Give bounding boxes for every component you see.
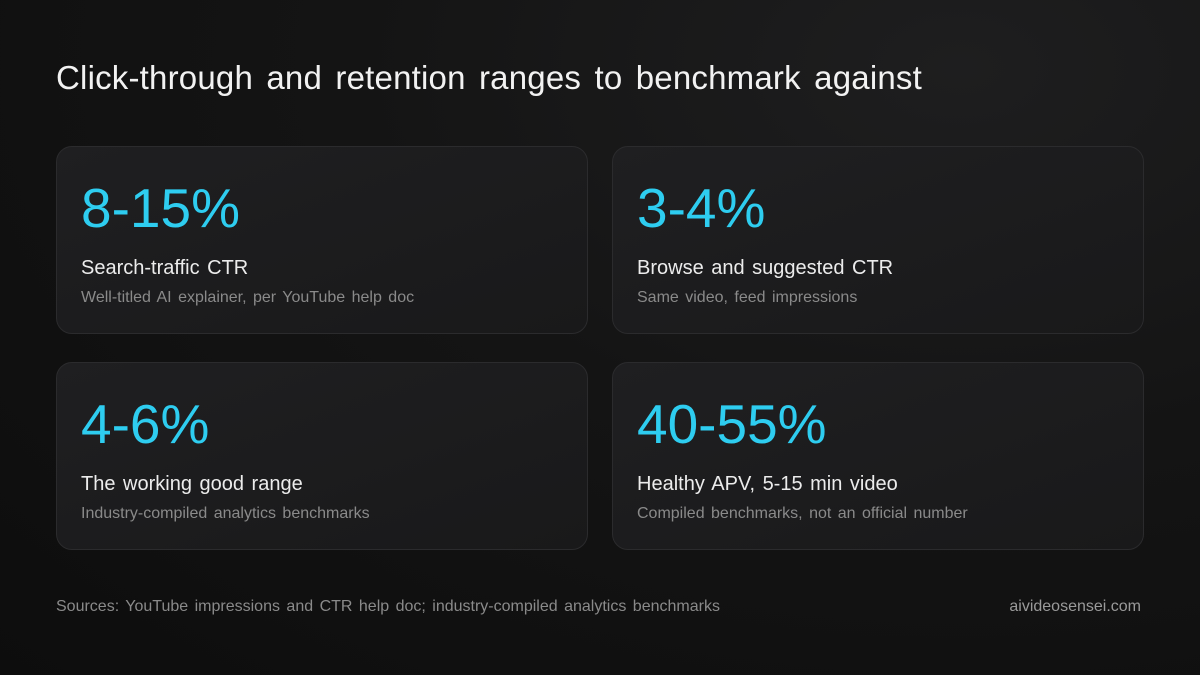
stat-label: Healthy APV, 5-15 min video — [637, 473, 898, 495]
stat-note: Same video, feed impressions — [637, 289, 858, 306]
benchmark-card-browse-ctr: 3-4% Browse and suggested CTR Same video… — [612, 146, 1144, 334]
benchmark-card-good-range: 4-6% The working good range Industry-com… — [56, 362, 588, 550]
benchmark-card-apv: 40-55% Healthy APV, 5-15 min video Compi… — [612, 362, 1144, 550]
stat-note: Industry-compiled analytics benchmarks — [81, 505, 370, 522]
stat-note: Well-titled AI explainer, per YouTube he… — [81, 289, 415, 306]
stat-value: 8-15% — [81, 177, 240, 239]
stat-value: 4-6% — [81, 393, 210, 455]
benchmark-grid: 8-15% Search-traffic CTR Well-titled AI … — [56, 146, 1144, 550]
stat-label: The working good range — [81, 473, 303, 495]
stat-value: 3-4% — [637, 177, 766, 239]
stat-value: 40-55% — [637, 393, 827, 455]
site-url: aivideosensei.com — [1009, 598, 1141, 615]
stat-note: Compiled benchmarks, not an official num… — [637, 505, 968, 522]
stat-label: Search-traffic CTR — [81, 257, 249, 279]
sources-footnote: Sources: YouTube impressions and CTR hel… — [56, 598, 720, 615]
benchmark-card-search-ctr: 8-15% Search-traffic CTR Well-titled AI … — [56, 146, 588, 334]
page-title: Click-through and retention ranges to be… — [56, 59, 922, 96]
stat-label: Browse and suggested CTR — [637, 257, 894, 279]
